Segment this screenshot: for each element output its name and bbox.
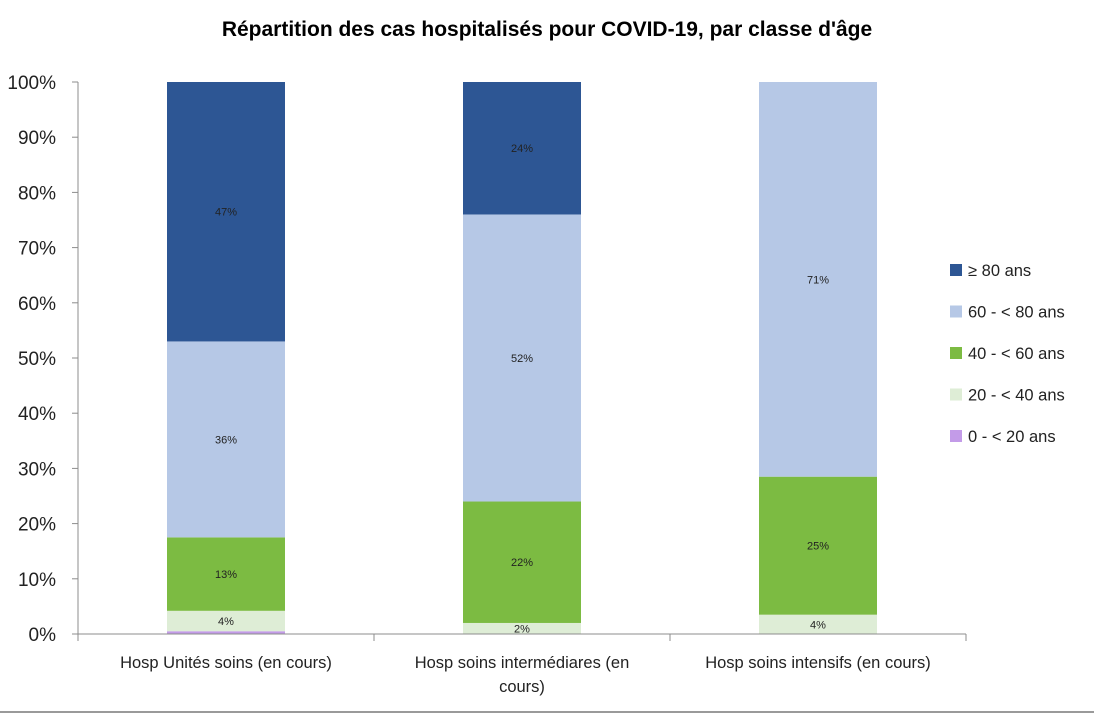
y-tick-label: 80% <box>18 183 56 204</box>
bar-segment <box>759 476 877 615</box>
legend: ≥ 80 ans 60 - < 80 ans 40 - < 60 ans 20 - <… <box>950 262 1065 446</box>
bar-segment <box>167 610 285 632</box>
y-tick-label: 40% <box>18 404 56 425</box>
bar-segment <box>167 82 285 342</box>
data-label: 36% <box>215 434 237 446</box>
chart-title: Répartition des cas hospitalisés pour CO… <box>222 18 872 41</box>
data-label: 47% <box>215 207 237 219</box>
x-axis: Hosp Unités soins (en cours) Hosp soins i… <box>77 633 967 696</box>
y-tick-label: 60% <box>18 294 56 315</box>
x-category-label: cours) <box>499 678 545 696</box>
data-label: 13% <box>215 569 237 581</box>
bar-segment <box>463 82 581 215</box>
x-category-label: Hosp soins intermédiares (en <box>415 654 630 672</box>
y-tick-label: 20% <box>18 515 56 536</box>
legend-swatch <box>950 305 962 318</box>
bars: 4% 13% 36% 47% 2% 22% 52% 24% 4% 25% 71% <box>167 82 877 635</box>
legend-label: 0 - < 20 ans <box>968 428 1056 446</box>
legend-label: 40 - < 60 ans <box>968 345 1065 363</box>
y-tick-label: 10% <box>18 570 56 591</box>
y-tick-label: 70% <box>18 239 56 260</box>
legend-swatch <box>950 347 962 359</box>
x-category-label: Hosp soins intensifs (en cours) <box>705 654 931 672</box>
y-tick-label: 100% <box>7 73 56 94</box>
legend-swatch <box>950 264 962 276</box>
bar-segment <box>167 341 285 538</box>
bar-segment <box>167 537 285 611</box>
legend-label: 60 - < 80 ans <box>968 304 1065 322</box>
y-tick-label: 30% <box>18 459 56 480</box>
data-label: 22% <box>511 557 533 569</box>
bar-segment <box>167 631 285 634</box>
data-label: 2% <box>514 623 530 635</box>
legend-swatch <box>950 388 962 401</box>
y-axis: 0% 10% 20% 30% 40% 50% 60% 70% 80% 90% 100% <box>7 73 79 646</box>
legend-label: ≥ 80 ans <box>968 262 1031 280</box>
data-label: 24% <box>511 143 533 155</box>
y-tick-label: 90% <box>18 128 56 149</box>
bottom-border <box>0 711 1094 713</box>
bar-segment <box>463 501 581 623</box>
data-label: 4% <box>810 619 826 631</box>
data-label: 4% <box>218 616 234 628</box>
y-tick-label: 0% <box>29 625 57 646</box>
y-tick-label: 50% <box>18 349 56 370</box>
bar-segment <box>463 622 581 634</box>
data-label: 52% <box>511 353 533 365</box>
data-label: 71% <box>807 274 829 286</box>
bar-segment <box>759 614 877 634</box>
bar-segment <box>463 214 581 502</box>
data-label: 25% <box>807 541 829 553</box>
x-category-label: Hosp Unités soins (en cours) <box>120 654 332 672</box>
legend-label: 20 - < 40 ans <box>968 387 1065 405</box>
legend-swatch <box>950 430 962 442</box>
bar-segment <box>759 82 877 477</box>
